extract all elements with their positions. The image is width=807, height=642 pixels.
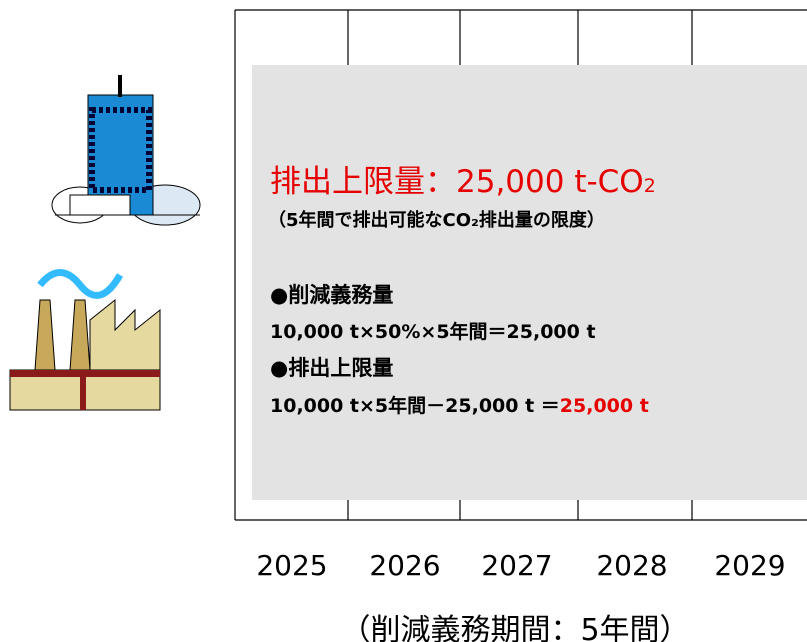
- title-main: 排出上限量：25,000 t-CO: [270, 164, 644, 200]
- year-label: 2028: [596, 549, 667, 582]
- year-label: 2026: [369, 549, 440, 582]
- info-panel: [252, 65, 807, 500]
- year-label: 2027: [481, 549, 552, 582]
- item-formula: 10,000 t×5年間－25,000 t ＝25,000 t: [270, 394, 649, 417]
- item-heading: ●排出上限量: [270, 356, 393, 380]
- factory-icon: [9, 269, 161, 411]
- year-label: 2029: [714, 549, 785, 582]
- item-formula: 10,000 t×50%×5年間＝25,000 t: [270, 320, 596, 343]
- panel-title: 排出上限量：25,000 t-CO2: [270, 164, 656, 200]
- item-heading: ●削減義務量: [270, 283, 393, 307]
- year-labels: 2025 2026 2027 2028 2029: [256, 549, 785, 582]
- year-label: 2025: [256, 549, 327, 582]
- timeline-frame: [234, 9, 807, 521]
- period-label: （削減義務期間：5年間）: [340, 613, 689, 642]
- building-icon: [51, 75, 201, 226]
- formula-result: 25,000 t: [560, 395, 649, 417]
- panel-subtitle: （5年間で排出可能なCO₂排出量の限度）: [268, 209, 605, 231]
- title-sub: 2: [644, 175, 656, 197]
- formula-text: 10,000 t×5年間－25,000 t ＝: [270, 394, 560, 417]
